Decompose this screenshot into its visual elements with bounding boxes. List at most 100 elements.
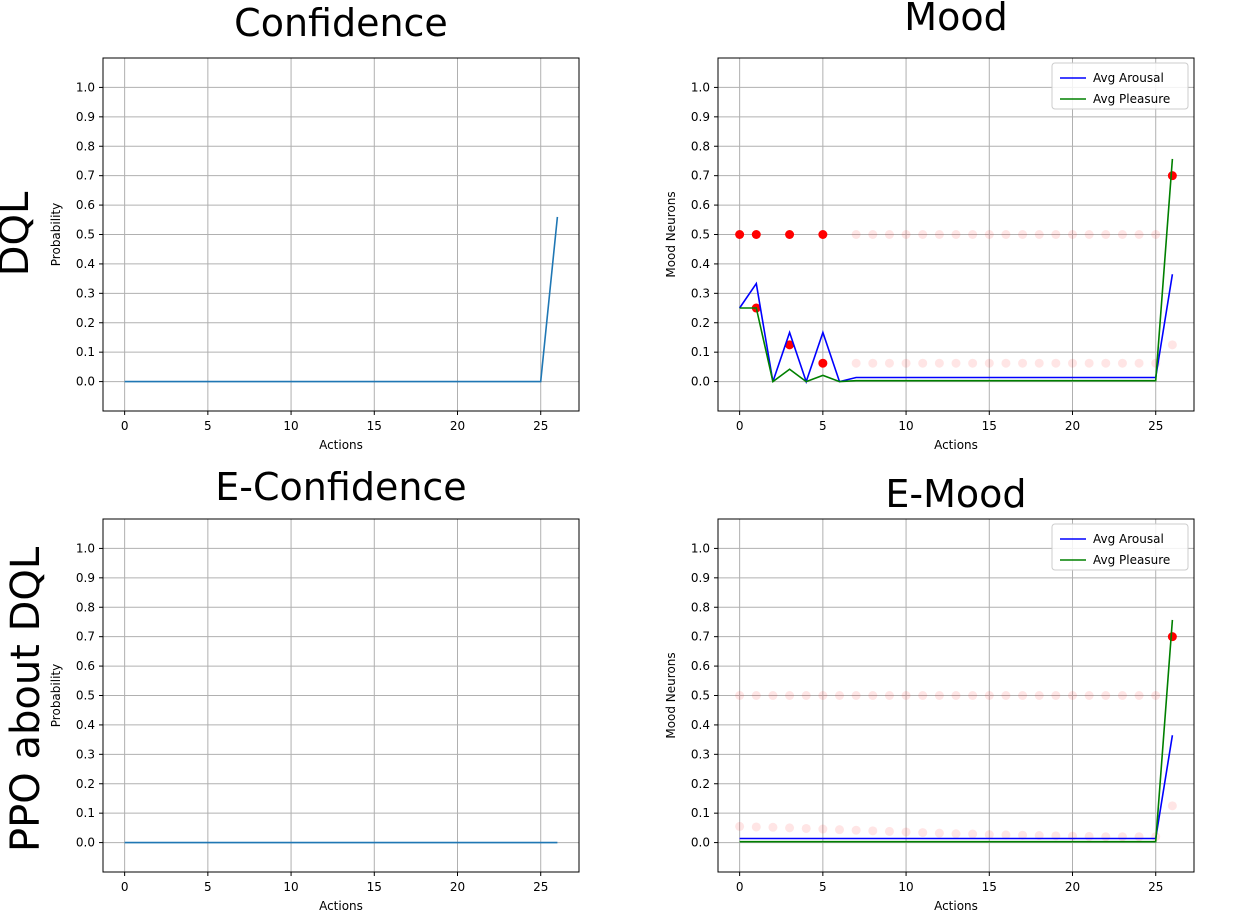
scatter-point <box>1018 830 1028 840</box>
x-tick-label: 5 <box>204 880 212 894</box>
scatter-point <box>785 691 795 700</box>
scatter-point <box>1051 358 1061 368</box>
scatter-point <box>901 230 911 239</box>
y-tick-label: 0.7 <box>691 169 710 183</box>
legend: Avg Arousal Avg Pleasure <box>1051 523 1189 571</box>
scatter-point <box>768 691 778 700</box>
scatter-point <box>901 691 911 700</box>
x-tick-label: 0 <box>736 880 744 894</box>
scatter-point <box>1018 230 1028 239</box>
scatter-point <box>834 825 844 835</box>
y-tick-label: 0.3 <box>76 286 95 300</box>
y-tick-label: 0.1 <box>691 806 710 820</box>
scatter-point <box>934 691 944 700</box>
y-tick-label: 0.5 <box>76 228 95 242</box>
legend-label: Avg Arousal <box>1093 71 1164 85</box>
scatter-point <box>1084 691 1094 700</box>
series-line-avg-arousal <box>738 274 1174 385</box>
chart-title: Confidence <box>234 1 448 45</box>
y-tick-label: 0.5 <box>691 689 710 703</box>
scatter-point <box>1051 230 1061 239</box>
scatter-point <box>1151 230 1161 239</box>
scatter-point <box>1101 230 1111 239</box>
x-tick-label: 5 <box>204 419 212 433</box>
scatter-point <box>968 358 978 368</box>
scatter-point <box>951 829 961 839</box>
scatter-point <box>1134 691 1144 700</box>
scatter-point <box>1018 691 1028 700</box>
x-axis-label: Actions <box>934 438 978 452</box>
y-tick-label: 0.1 <box>76 345 95 359</box>
scatter-point <box>1117 230 1127 239</box>
scatter-point <box>801 691 811 700</box>
y-axis-label: Probability <box>49 664 63 727</box>
scatter-point <box>818 230 828 239</box>
scatter-point <box>1068 358 1078 368</box>
y-tick-label: 0.6 <box>76 198 95 212</box>
y-tick-label: 0.5 <box>76 689 95 703</box>
series-line-avg-pleasure <box>739 158 1174 383</box>
legend: Avg Arousal Avg Pleasure <box>1051 62 1189 110</box>
y-tick-label: 0.5 <box>691 228 710 242</box>
scatter-point <box>735 230 745 239</box>
y-axis-label: Probability <box>49 203 63 266</box>
scatter-point <box>951 691 961 700</box>
y-tick-label: 0.0 <box>76 375 95 389</box>
scatter-point <box>1034 358 1044 368</box>
y-tick-label: 1.0 <box>691 80 710 94</box>
scatter-point <box>785 823 795 833</box>
x-tick-label: 5 <box>819 880 827 894</box>
y-tick-label: 1.0 <box>76 541 95 555</box>
scatter-point <box>1034 691 1044 700</box>
scatter-point <box>1101 832 1111 842</box>
scatter-point <box>751 230 761 239</box>
x-tick-label: 10 <box>898 419 913 433</box>
x-tick-label: 20 <box>450 419 465 433</box>
legend-label: Avg Pleasure <box>1093 553 1170 567</box>
scatter-point <box>934 828 944 838</box>
y-tick-label: 0.8 <box>76 139 95 153</box>
y-tick-label: 0.7 <box>76 630 95 644</box>
x-tick-label: 20 <box>1065 419 1080 433</box>
scatter-point <box>1084 230 1094 239</box>
chart-0: Confidence 0 5 10 15 20 25 0.0 0.1 0.2 0.3 0.4 0.5 0.… <box>49 1 580 452</box>
scatter-point <box>968 691 978 700</box>
y-tick-label: 0.8 <box>76 600 95 614</box>
scatter-point <box>735 691 745 700</box>
scatter-point <box>1151 691 1161 700</box>
scatter-point <box>884 826 894 836</box>
y-tick-label: 0.7 <box>691 630 710 644</box>
y-tick-label: 0.9 <box>76 110 95 124</box>
scatter-point <box>1167 171 1177 181</box>
scatter-point <box>1134 358 1144 368</box>
x-tick-label: 15 <box>982 419 997 433</box>
y-tick-label: 0.2 <box>691 316 710 330</box>
scatter-point <box>1134 832 1144 842</box>
series-line-confidence <box>124 216 559 383</box>
scatter-point <box>785 230 795 239</box>
y-axis-label: Mood Neurons <box>664 191 678 277</box>
scatter-point <box>984 830 994 840</box>
scatter-point <box>1068 691 1078 700</box>
legend-label: Avg Pleasure <box>1093 92 1170 106</box>
scatter-point <box>918 358 928 368</box>
scatter-point <box>984 230 994 239</box>
x-tick-label: 10 <box>283 880 298 894</box>
scatter-point <box>1117 832 1127 842</box>
x-tick-label: 25 <box>1148 880 1163 894</box>
y-tick-label: 0.0 <box>691 375 710 389</box>
x-tick-label: 20 <box>1065 880 1080 894</box>
scatter-point <box>1001 230 1011 239</box>
scatter-point <box>818 691 828 700</box>
chart-title: E-Confidence <box>215 465 466 509</box>
y-tick-label: 0.1 <box>691 345 710 359</box>
scatter-point <box>984 691 994 700</box>
scatter-point <box>851 691 861 700</box>
y-tick-label: 0.0 <box>691 836 710 850</box>
scatter-point <box>818 824 828 834</box>
scatter-point <box>901 827 911 837</box>
x-axis-label: Actions <box>934 899 978 913</box>
y-tick-label: 0.8 <box>691 600 710 614</box>
y-tick-label: 1.0 <box>691 541 710 555</box>
